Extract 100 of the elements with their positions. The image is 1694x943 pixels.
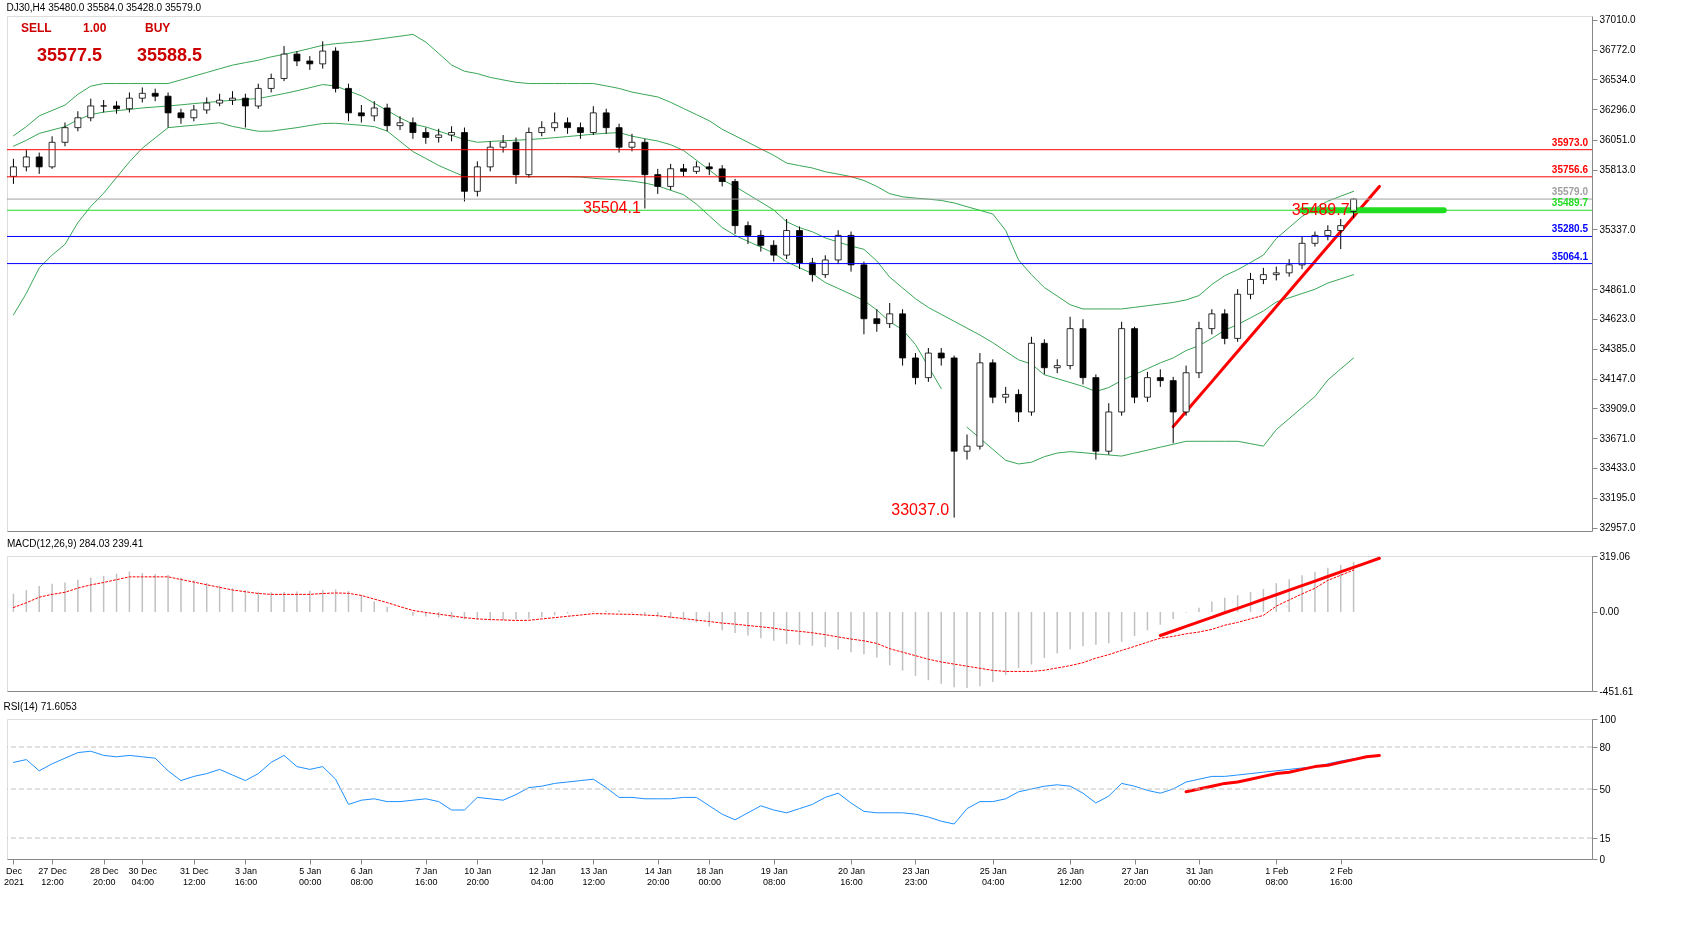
candlestick [409,117,417,140]
candlestick [1015,388,1022,423]
x-tick-label: 28 Dec 20:00 [89,865,119,887]
x-tick-label: 23 Jan 23:00 [902,865,930,887]
x-tick-label: 5 Jan 00:00 [299,865,322,887]
y-tick-label: 34861.0 [1599,283,1637,295]
ref-line-label: 35973.0 [1551,136,1589,148]
x-tick-label: 25 Jan 04:00 [979,865,1007,887]
y-tick-label: 33195.0 [1599,492,1637,504]
x-tick-label: 14 Jan 20:00 [644,865,672,887]
annotation: 35588.5 [137,45,203,65]
candlestick [1298,236,1306,270]
candlestick [126,91,133,113]
y-tick-label: 36296.0 [1599,103,1637,115]
candlestick [164,91,172,129]
y-tick-label: 319.06 [1599,550,1631,562]
x-tick-label: 10 Jan 20:00 [464,865,492,887]
y-tick-label: 100 [1599,713,1617,725]
line-series [12,750,1355,825]
ref-line-label: 35064.1 [1551,250,1589,262]
y-tick-label: 37010.0 [1599,14,1637,26]
candlestick [1247,272,1254,300]
y-tick-label: 80 [1599,741,1612,753]
annotation: 1.00 [83,21,107,35]
x-tick-label: 31 Jan 00:00 [1185,865,1213,887]
candlestick [486,140,494,172]
x-tick-label: 20 Jan 16:00 [838,865,866,887]
candlestick [10,158,17,185]
candlestick [589,105,597,136]
ref-line-label: 35756.6 [1551,163,1589,175]
y-tick-label: 33909.0 [1599,402,1637,414]
candlestick [177,108,185,125]
candlestick [35,152,43,175]
y-tick-label: 34623.0 [1599,313,1637,325]
x-tick-label: 3 Jan 16:00 [234,865,258,887]
candlestick [74,110,82,132]
x-tick-label: 27 Dec 12:00 [38,865,68,887]
candlestick [873,308,881,333]
candlestick [22,149,30,172]
x-tick-label: 27 Jan 20:00 [1121,865,1149,887]
candlestick [654,168,662,195]
candlestick [87,98,95,122]
candlestick [667,163,675,191]
candlestick [718,164,726,187]
candlestick [383,103,391,132]
line-series [12,33,1355,310]
y-tick-label: 36772.0 [1599,44,1637,56]
y-tick-label: 0 [1599,853,1606,865]
annotation: 35577.5 [37,45,103,65]
y-tick-label: 34147.0 [1599,373,1637,384]
candlestick [1208,308,1216,335]
candlestick [963,434,971,461]
y-tick-label: 35813.0 [1599,164,1637,176]
y-tick-label: 50 [1599,783,1612,795]
y-tick-label: 36534.0 [1599,73,1637,85]
candlestick [1144,371,1151,403]
line-series [1184,753,1381,794]
candlestick [254,83,262,110]
candlestick [370,100,378,122]
candlestick [912,352,919,385]
line-series [1171,184,1381,429]
candlestick [615,123,623,154]
candlestick [602,108,610,135]
candlestick [551,111,559,132]
annotation: 33037.0 [891,500,950,518]
chart-title: DJ30,H4 35480.0 35584.0 35428.0 35579.0 [6,1,202,13]
x-tick-label: 1 Feb 08:00 [1265,865,1289,887]
x-tick-label: 26 Jan 12:00 [1057,865,1085,887]
x-tick-label: 12 Jan 04:00 [528,865,556,887]
candlestick [808,257,816,283]
chart-title: RSI(14) 71.6053 [3,701,78,712]
annotation: BUY [145,21,171,35]
ref-line-label: 35489.7 [1551,197,1589,209]
candlestick [61,122,69,147]
y-tick-label: 35337.0 [1599,223,1637,235]
x-tick-label: 2 Feb 16:00 [1329,865,1353,887]
x-tick-label: 19 Jan 08:00 [760,865,788,887]
candlestick [319,40,327,70]
candlestick [241,93,249,129]
y-tick-label: 15 [1599,832,1612,844]
candlestick [499,134,507,154]
y-tick-label: 33671.0 [1599,432,1637,444]
ref-line-label: 35280.5 [1551,223,1589,235]
y-tick-label: 33433.0 [1599,462,1637,474]
y-tick-label: 34385.0 [1599,343,1637,355]
y-tick-label: 0.00 [1599,606,1620,618]
candlestick [628,133,636,152]
y-tick-label: 32957.0 [1599,522,1637,534]
ref-line-label: 35579.0 [1551,186,1589,198]
candlestick [267,73,275,93]
x-tick-label: 13 Jan 12:00 [580,865,608,887]
candlestick [744,221,752,245]
y-tick-label: 36051.0 [1599,134,1637,146]
chart-title: MACD(12,26,9) 284.03 239.41 [7,538,144,549]
candlestick [770,239,778,263]
x-tick-label: 31 Dec 12:00 [180,865,210,887]
y-tick-label: -451.61 [1599,685,1634,697]
x-tick-label: 18 Jan 00:00 [696,865,724,887]
candlestick [396,115,404,131]
x-tick-label: 30 Dec 04:00 [128,865,158,887]
